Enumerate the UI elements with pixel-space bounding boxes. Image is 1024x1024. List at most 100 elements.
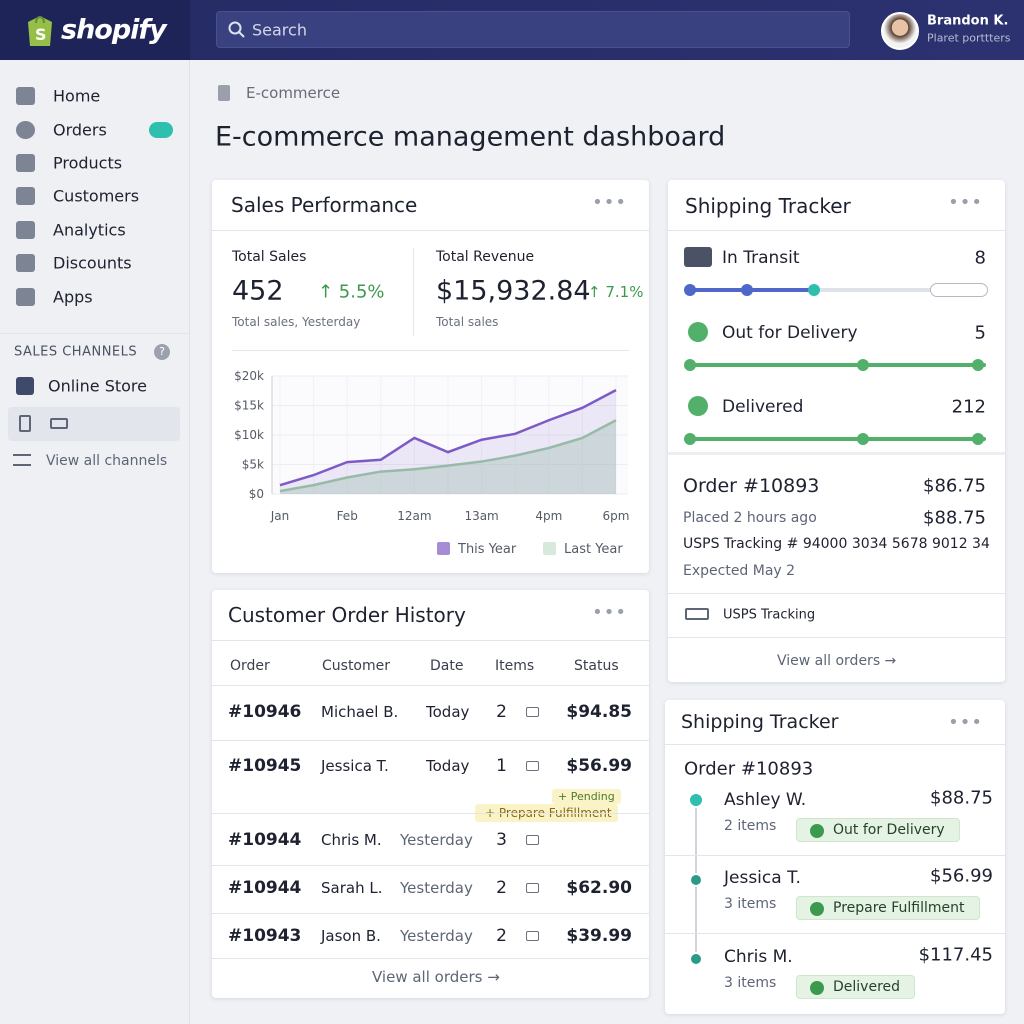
status-icon	[684, 247, 712, 267]
sales-chart: $0 $5k $10k $15k $20k Jan Feb 12am 13am 4pm 6pm Thi…	[234, 369, 629, 557]
customer: Chris M.	[321, 831, 382, 849]
item-count: 3 items	[724, 896, 777, 912]
column-header: Items	[495, 658, 535, 674]
item-count: 2	[496, 702, 507, 722]
more-menu[interactable]: •••	[592, 602, 627, 623]
item-count: 2	[496, 878, 507, 898]
view-all-link[interactable]: View all orders →	[372, 968, 500, 986]
divider	[413, 248, 414, 336]
tracking-number: USPS Tracking # 94000 3034 5678 9012 34	[683, 536, 990, 552]
legend-label: This Year	[457, 542, 517, 557]
nav-item[interactable]: Products	[53, 153, 123, 173]
nav-icon	[16, 121, 35, 139]
mobile-icon	[19, 415, 31, 432]
user-role: Plaret porttters	[927, 31, 1011, 45]
status-icon	[810, 902, 824, 916]
svg-text:S: S	[35, 25, 47, 44]
nav-item[interactable]: Analytics	[53, 220, 126, 240]
nav-icon	[16, 221, 35, 239]
divider	[212, 813, 649, 814]
expected-date: Expected May 2	[683, 563, 796, 579]
order-history-card: Customer Order History ••• Order Customer Da…	[212, 590, 649, 998]
x-tick-label: Feb	[337, 509, 358, 523]
nav-item[interactable]: Discounts	[53, 253, 132, 273]
progress-dot	[808, 284, 820, 296]
x-tick-label: 12am	[397, 509, 431, 523]
divider	[665, 744, 1005, 745]
customer: Jessica T.	[724, 868, 801, 888]
more-menu[interactable]: •••	[948, 192, 983, 213]
nav-item[interactable]: Customers	[53, 186, 140, 206]
view-all-link[interactable]: View all orders →	[777, 653, 897, 669]
carrier: USPS Tracking	[723, 607, 816, 623]
item-icon	[526, 931, 539, 941]
date: Yesterday	[400, 831, 473, 849]
item-icon	[526, 707, 539, 717]
order-id[interactable]: #10943	[228, 926, 302, 946]
nav-item[interactable]: Apps	[53, 287, 93, 307]
order-id[interactable]: #10946	[228, 702, 302, 722]
more-menu[interactable]: •••	[948, 712, 983, 733]
shipping-card: Shipping Tracker ••• Order #10893 Ashley W.…	[665, 700, 1005, 1014]
customer: Michael B.	[321, 703, 399, 721]
metric-change: ↑ 5.5%	[318, 281, 385, 303]
status-label: Out for Delivery	[722, 323, 858, 343]
column-header: Order	[230, 658, 270, 674]
y-tick-label: $20k	[234, 369, 264, 383]
nav-icon	[16, 254, 35, 272]
divider	[212, 740, 649, 741]
section-gap	[668, 452, 1005, 455]
legend-label: Last Year	[564, 542, 623, 557]
series-area	[280, 390, 616, 494]
breadcrumb[interactable]: E-commerce	[246, 84, 341, 102]
nav-icon	[16, 288, 35, 306]
progress-dot	[741, 284, 753, 296]
view-all-channels[interactable]: View all channels	[46, 453, 168, 469]
avatar[interactable]	[881, 12, 919, 50]
progress-dot	[684, 433, 696, 445]
amount: $117.45	[918, 944, 993, 966]
metric-note: Total sales, Yesterday	[232, 315, 361, 329]
status-label: Delivered	[722, 397, 804, 417]
status-count: 212	[951, 396, 986, 418]
status-badge: Delivered	[796, 975, 916, 999]
nav-item[interactable]: Orders	[53, 120, 107, 140]
divider	[0, 333, 189, 334]
search-placeholder: Search	[252, 20, 307, 40]
more-menu[interactable]: •••	[592, 192, 627, 213]
y-tick-label: $15k	[234, 399, 264, 413]
channel[interactable]: Online Store	[48, 376, 147, 396]
order-total: $56.99	[566, 756, 632, 776]
sidebar	[0, 60, 190, 1024]
progress-fill	[690, 363, 986, 367]
nav-icon	[16, 87, 35, 105]
badge	[149, 122, 173, 138]
help-icon[interactable]: ?	[154, 344, 170, 360]
x-tick-label: 4pm	[535, 509, 562, 523]
metric-value: 452	[232, 275, 284, 307]
order-id[interactable]: #10945	[228, 756, 302, 776]
order-id[interactable]: #10944	[228, 830, 302, 850]
customer: Jason B.	[321, 927, 381, 945]
carrier-icon	[685, 608, 709, 620]
order-number: Order #10893	[683, 475, 820, 497]
search-box[interactable]	[216, 11, 850, 48]
page-title: E-commerce management dashboard	[215, 121, 726, 153]
metric-note: Total sales	[436, 315, 499, 329]
date: Yesterday	[400, 879, 473, 897]
logo-text: shopify	[61, 14, 167, 46]
progress-dot	[972, 433, 984, 445]
order-id[interactable]: #10944	[228, 878, 302, 898]
y-tick-label: $10k	[234, 428, 264, 442]
series-line	[279, 419, 617, 493]
item-count: 1	[496, 756, 507, 776]
customer: Ashley W.	[724, 790, 807, 810]
order-amount: $88.75	[923, 507, 986, 529]
legend-swatch	[543, 542, 556, 555]
nav-item[interactable]: Home	[53, 86, 101, 106]
customer: Sarah L.	[321, 879, 383, 897]
status-count: 8	[974, 247, 986, 269]
progress-dot	[857, 433, 869, 445]
progress-dot	[972, 359, 984, 371]
channel-row[interactable]	[8, 407, 180, 441]
